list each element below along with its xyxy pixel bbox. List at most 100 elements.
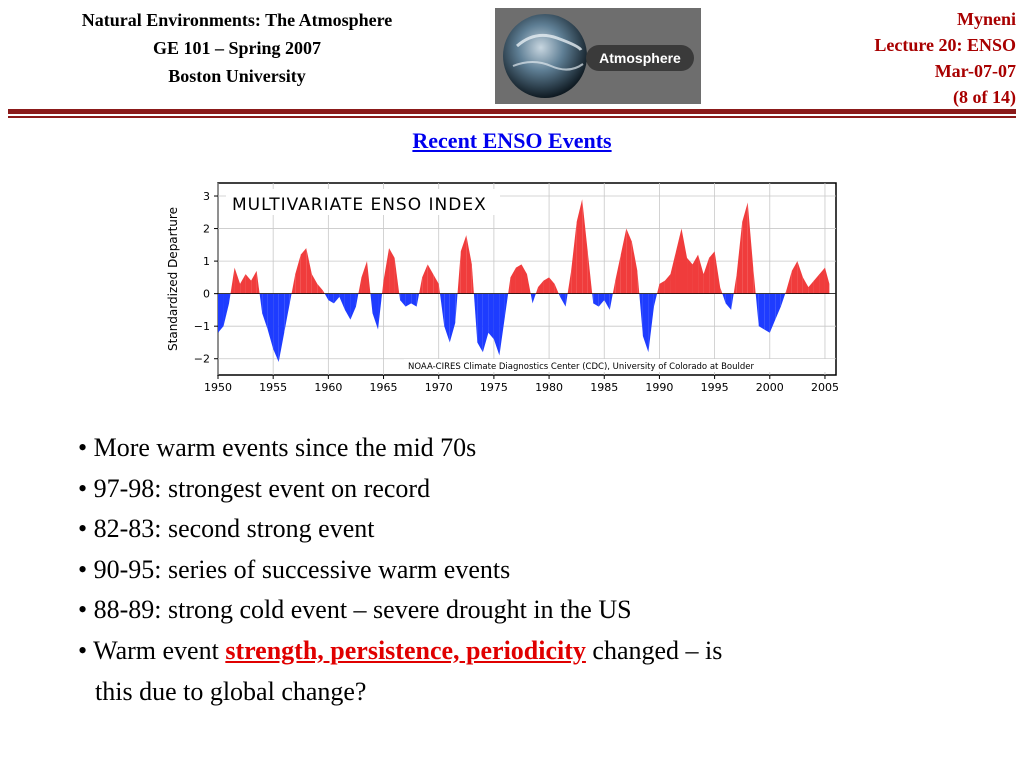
bullet-list: • More warm events since the mid 70s • 9…: [78, 428, 958, 712]
warm-area-segment: [703, 257, 710, 294]
warm-area-segment: [317, 283, 323, 294]
x-tick-label: 1990: [645, 381, 673, 394]
cold-area-segment: [488, 293, 494, 340]
warm-area-segment: [510, 267, 516, 294]
warm-area-segment: [670, 251, 676, 294]
cold-area-segment: [218, 293, 224, 333]
warm-area-segment: [382, 280, 384, 294]
warm-area-segment: [554, 283, 559, 294]
cold-area-segment: [499, 293, 505, 356]
bullet-item: • 97-98: strongest event on record: [78, 473, 431, 503]
warm-area-segment: [620, 228, 627, 294]
cold-area-segment: [604, 293, 610, 310]
cold-area-segment: [259, 293, 263, 314]
warm-area-segment: [471, 264, 474, 294]
lecture-info: Myneni Lecture 20: ENSO Mar-07-07 (8 of …: [716, 6, 1016, 110]
cold-area-segment: [439, 293, 445, 327]
cold-area-segment: [758, 293, 765, 330]
warm-area-segment: [422, 264, 428, 294]
slide-title[interactable]: Recent ENSO Events: [412, 128, 612, 153]
warm-area-segment: [527, 274, 531, 294]
x-ticks: 1950 1955 1960 1965 1970 1975 1980 1985 1990 1995…: [204, 375, 839, 394]
y-tick-label: −2: [194, 353, 210, 366]
cold-area-segment: [344, 293, 351, 320]
bullet-continuation: this due to global change?: [95, 676, 367, 706]
x-tick-label: 1970: [425, 381, 453, 394]
warm-area-segment: [466, 235, 472, 294]
warm-area-segment: [687, 257, 693, 294]
x-tick-label: 1980: [535, 381, 563, 394]
warm-area-segment: [582, 199, 588, 294]
atmosphere-logo: Atmosphere: [495, 8, 701, 104]
warm-area-segment: [692, 254, 699, 294]
emphasis-link[interactable]: strength, persistence, periodicity: [225, 635, 586, 665]
cold-area-segment: [780, 293, 786, 307]
bullet-item-last: • Warm event strength, persistence, peri…: [78, 631, 958, 672]
cold-area-segment: [598, 293, 605, 307]
y-tick-label: 3: [203, 190, 210, 203]
warm-area-segment: [709, 251, 715, 294]
lecture-date: Mar-07-07: [934, 61, 1016, 81]
y-axis-label: Standardized Departure: [166, 207, 180, 351]
warm-area-segment: [234, 267, 241, 294]
warm-area-segment: [808, 280, 814, 294]
x-tick-label: 1965: [370, 381, 398, 394]
cold-area-segment: [493, 293, 500, 356]
cold-area-segment: [639, 293, 643, 336]
warm-area-segment: [460, 235, 467, 294]
institution: Boston University: [168, 66, 306, 86]
warm-area-segment: [657, 283, 660, 294]
cold-area-segment: [449, 293, 456, 343]
warm-area-segment: [747, 202, 754, 294]
cold-area-segment: [755, 293, 759, 327]
cold-area-segment: [558, 293, 561, 297]
warm-area-segment: [802, 277, 809, 294]
warm-area-segment: [615, 254, 621, 294]
warm-area-segment: [291, 274, 296, 294]
chart-credit: NOAA-CIRES Climate Diagnostics Center (C…: [408, 362, 754, 372]
cold-area-segment: [229, 293, 231, 304]
header-divider-thin: [8, 116, 1016, 118]
cold-area-segment: [769, 293, 776, 333]
warm-area-segment: [714, 251, 721, 294]
logo-text: Atmosphere: [586, 45, 694, 71]
y-tick-label: −1: [194, 320, 210, 333]
warm-area-segment: [720, 287, 723, 294]
warm-area-segment: [664, 274, 671, 294]
cold-area-segment: [722, 293, 726, 304]
warm-area-segment: [785, 290, 787, 294]
cold-area-segment: [592, 293, 594, 304]
lecture-title: Lecture 20: ENSO: [874, 35, 1016, 55]
warm-area-segment: [612, 280, 616, 294]
warm-area-segment: [681, 228, 688, 294]
y-tick-label: 0: [203, 288, 210, 301]
cold-area-segment: [278, 293, 285, 362]
cold-area-segment: [725, 293, 732, 310]
warm-area-segment: [736, 222, 743, 294]
warm-area-segment: [295, 254, 301, 294]
x-tick-label: 2000: [756, 381, 784, 394]
warm-area-segment: [508, 277, 511, 294]
warm-area-segment: [256, 270, 260, 294]
cold-area-segment: [775, 293, 781, 320]
warm-area-segment: [631, 241, 638, 294]
warm-area-segment: [659, 280, 665, 294]
warm-area-segment: [433, 274, 439, 294]
warm-area-segment: [797, 261, 803, 294]
warm-area-segment: [389, 248, 395, 294]
index-area: [218, 199, 830, 362]
warm-area-segment: [383, 248, 390, 294]
warm-area-segment: [571, 222, 577, 294]
title-box: [226, 189, 500, 215]
warm-area-segment: [311, 274, 318, 294]
cold-area-segment: [350, 293, 356, 320]
warm-area-segment: [394, 257, 400, 294]
cold-area-segment: [339, 293, 345, 310]
cold-area-segment: [642, 293, 649, 353]
cold-area-segment: [473, 293, 478, 343]
cold-area-segment: [400, 293, 406, 307]
cold-area-segment: [262, 293, 268, 330]
cold-area-segment: [333, 293, 340, 304]
warm-area-segment: [245, 274, 252, 294]
warm-area-segment: [300, 248, 307, 294]
